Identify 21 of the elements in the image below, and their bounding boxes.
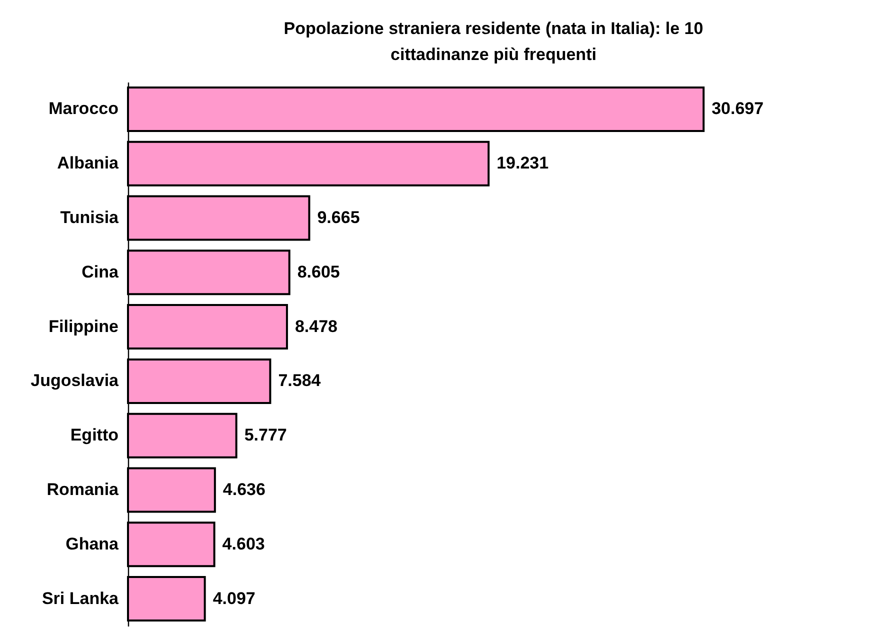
data-label: 4.603 [222,534,265,554]
data-label: 7.584 [278,371,322,390]
y-tick-label: Cina [82,262,120,282]
data-label: 8.478 [294,316,338,336]
y-tick-label: Tunisia [60,208,120,227]
chart-title: Popolazione straniera residente (nata in Italia): le 10 cittadinanze più frequenti [284,19,704,64]
y-tick-label: Jugoslavia [30,371,120,390]
data-label: 19.231 [496,154,549,173]
data-label: 8.605 [297,262,340,282]
y-tick-label: Filippine [48,316,118,336]
y-tick-label: Albania [57,154,120,173]
y-tick-label: Romania [46,480,120,499]
data-label: 5.777 [244,426,287,445]
y-tick-label: Egitto [70,426,118,445]
data-label: 4.097 [212,588,256,608]
y-tick-label: Sri Lanka [42,588,120,608]
data-label: 4.636 [222,480,266,499]
y-tick-label: Marocco [48,99,118,118]
data-label: 30.697 [712,99,764,118]
y-tick-label: Ghana [66,534,120,554]
data-label: 9.665 [317,208,360,227]
